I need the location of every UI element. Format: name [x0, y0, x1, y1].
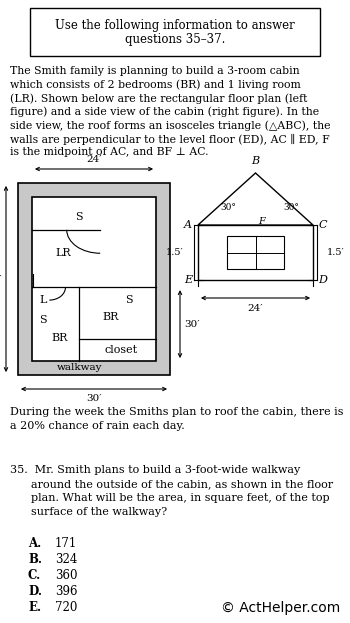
Text: C.: C. — [28, 569, 41, 582]
Bar — [30, 8, 320, 56]
Text: S: S — [125, 295, 133, 305]
Text: surface of the walkway?: surface of the walkway? — [10, 507, 167, 517]
Text: closet: closet — [105, 345, 138, 354]
Text: S: S — [39, 315, 47, 325]
Text: L: L — [40, 295, 47, 305]
Text: walls are perpendicular to the level floor (ED), AC ∥ ED, F: walls are perpendicular to the level flo… — [10, 133, 330, 145]
Text: is the midpoint of AC, and BF ⊥ AC.: is the midpoint of AC, and BF ⊥ AC. — [10, 147, 209, 157]
Text: which consists of 2 bedrooms (BR) and 1 living room: which consists of 2 bedrooms (BR) and 1 … — [10, 80, 301, 90]
Text: E.: E. — [28, 601, 41, 614]
Text: plan. What will be the area, in square feet, of the top: plan. What will be the area, in square f… — [10, 493, 330, 503]
Text: During the week the Smiths plan to roof the cabin, there is: During the week the Smiths plan to roof … — [10, 407, 343, 417]
Text: 30′: 30′ — [184, 320, 199, 328]
Bar — [32, 197, 156, 361]
Text: D.: D. — [28, 585, 42, 598]
Text: BR: BR — [51, 333, 68, 343]
Text: walkway: walkway — [56, 363, 102, 371]
Text: 35.  Mr. Smith plans to build a 3-foot-wide walkway: 35. Mr. Smith plans to build a 3-foot-wi… — [10, 465, 300, 475]
Text: 30°: 30° — [283, 202, 299, 211]
Text: 171: 171 — [55, 537, 77, 550]
Text: S: S — [75, 212, 83, 222]
Text: 1.5′: 1.5′ — [166, 248, 184, 257]
Text: B: B — [251, 156, 260, 166]
Text: 30°: 30° — [220, 202, 236, 211]
Text: E: E — [184, 275, 192, 285]
Text: A: A — [184, 220, 192, 230]
Text: (LR). Shown below are the rectangular floor plan (left: (LR). Shown below are the rectangular fl… — [10, 93, 307, 103]
Text: 24′: 24′ — [86, 155, 102, 164]
Text: BR: BR — [102, 312, 118, 321]
Text: a 20% chance of rain each day.: a 20% chance of rain each day. — [10, 421, 185, 431]
Text: questions 35–37.: questions 35–37. — [125, 34, 225, 47]
Text: 324: 324 — [55, 553, 77, 566]
Text: © ActHelper.com: © ActHelper.com — [221, 601, 340, 615]
Text: The Smith family is planning to build a 3-room cabin: The Smith family is planning to build a … — [10, 66, 300, 76]
Text: Use the following information to answer: Use the following information to answer — [55, 19, 295, 32]
Text: C: C — [319, 220, 327, 230]
Text: side view, the roof forms an isosceles triangle (△ABC), the: side view, the roof forms an isosceles t… — [10, 120, 330, 131]
Text: 720: 720 — [55, 601, 77, 614]
Text: D: D — [318, 275, 328, 285]
Text: 24′: 24′ — [248, 304, 263, 313]
Text: A.: A. — [28, 537, 41, 550]
Text: B.: B. — [28, 553, 42, 566]
Text: 360: 360 — [55, 569, 77, 582]
Bar — [198, 225, 313, 280]
Bar — [18, 183, 170, 375]
Text: LR: LR — [55, 248, 71, 258]
Text: F: F — [259, 217, 265, 226]
Text: figure) and a side view of the cabin (right figure). In the: figure) and a side view of the cabin (ri… — [10, 107, 319, 117]
Polygon shape — [198, 173, 313, 225]
Text: 396: 396 — [55, 585, 77, 598]
Text: around the outside of the cabin, as shown in the floor: around the outside of the cabin, as show… — [10, 479, 333, 489]
Text: 30′: 30′ — [86, 394, 102, 403]
Text: 1.5′: 1.5′ — [327, 248, 345, 257]
Bar — [227, 236, 284, 269]
Text: 36′: 36′ — [0, 275, 2, 283]
